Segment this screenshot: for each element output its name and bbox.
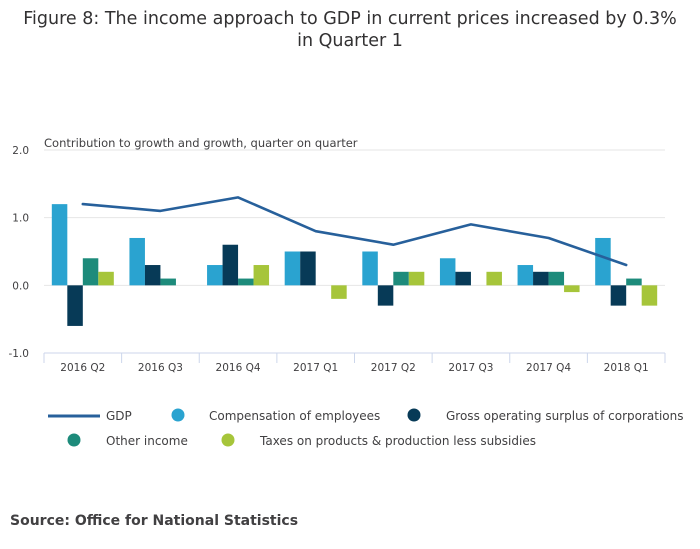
bar[interactable]: [160, 278, 176, 286]
bar[interactable]: [300, 251, 316, 286]
bar[interactable]: [455, 271, 471, 286]
bar[interactable]: [408, 271, 425, 286]
x-tick-label: 2017 Q1: [293, 362, 338, 374]
bar[interactable]: [486, 271, 502, 286]
bar[interactable]: [533, 271, 549, 286]
bar[interactable]: [393, 271, 409, 286]
income-approach-chart: Contribution to growth and growth, quart…: [9, 136, 684, 449]
chart-title-line-1: Figure 8: The income approach to GDP in …: [23, 9, 677, 29]
bar[interactable]: [207, 265, 223, 286]
legend-item[interactable]: Taxes on products & production less subs…: [221, 433, 536, 449]
x-tick-label: 2016 Q2: [60, 362, 105, 374]
legend-label: Taxes on products & production less subs…: [259, 434, 536, 448]
bar[interactable]: [98, 271, 114, 286]
legend-dot-swatch: [171, 408, 185, 422]
bar[interactable]: [129, 237, 145, 286]
y-axis-ticks: 2.0 1.0 0.0 -1.0: [9, 145, 30, 360]
bar[interactable]: [222, 244, 239, 286]
bar[interactable]: [564, 285, 580, 293]
x-tick-label: 2017 Q3: [448, 362, 493, 374]
legend-item[interactable]: Compensation of employees: [171, 408, 381, 424]
bar[interactable]: [67, 285, 83, 326]
x-axis: 2016 Q2 2016 Q3 2016 Q4 2017 Q1 2017 Q2 2017 …: [43, 352, 666, 374]
y-tick-label: 2.0: [12, 145, 29, 157]
x-tick-label: 2016 Q3: [138, 362, 183, 374]
legend[interactable]: GDP Compensation of employees Gross operat…: [48, 408, 684, 449]
bar[interactable]: [517, 265, 534, 286]
legend-label: Other income: [106, 434, 188, 448]
bar[interactable]: [626, 278, 642, 286]
bar[interactable]: [362, 251, 378, 286]
y-tick-label: 1.0: [12, 213, 29, 225]
legend-dot-swatch: [407, 408, 421, 422]
x-tick-label: 2018 Q1: [604, 362, 649, 374]
legend-item[interactable]: GDP: [48, 409, 132, 423]
x-tick-label: 2016 Q4: [216, 362, 261, 374]
bar[interactable]: [82, 258, 99, 286]
bars: [51, 204, 658, 326]
gdp-line-layer: [81, 196, 628, 267]
legend-item[interactable]: Gross operating surplus of corporations: [407, 408, 684, 424]
y-axis-label: Contribution to growth and growth, quart…: [44, 136, 358, 150]
legend-dot-swatch: [67, 433, 81, 447]
bar[interactable]: [610, 285, 627, 306]
bar[interactable]: [439, 258, 456, 286]
bar[interactable]: [51, 204, 68, 286]
legend-item[interactable]: Other income: [67, 433, 188, 449]
bar[interactable]: [331, 285, 347, 299]
x-tick-label: 2017 Q4: [526, 362, 571, 374]
y-tick-label: 0.0: [12, 280, 29, 292]
bar[interactable]: [253, 265, 270, 286]
legend-label: Gross operating surplus of corporations: [446, 409, 684, 423]
bar[interactable]: [377, 285, 394, 306]
legend-label: Compensation of employees: [209, 409, 380, 423]
source-note: Source: Office for National Statistics: [10, 513, 299, 529]
chart-title-line-2: in Quarter 1: [297, 31, 403, 51]
x-tick-label: 2017 Q2: [371, 362, 416, 374]
bar[interactable]: [548, 271, 565, 286]
bar[interactable]: [144, 265, 161, 286]
bar[interactable]: [595, 237, 611, 286]
bar[interactable]: [284, 251, 301, 286]
legend-label: GDP: [106, 409, 132, 423]
gdp-line[interactable]: [81, 196, 628, 267]
legend-dot-swatch: [221, 433, 235, 447]
chart-title: Figure 8: The income approach to GDP in …: [0, 8, 700, 52]
y-tick-label: -1.0: [9, 348, 30, 360]
bar[interactable]: [641, 285, 658, 306]
bar[interactable]: [238, 278, 254, 286]
